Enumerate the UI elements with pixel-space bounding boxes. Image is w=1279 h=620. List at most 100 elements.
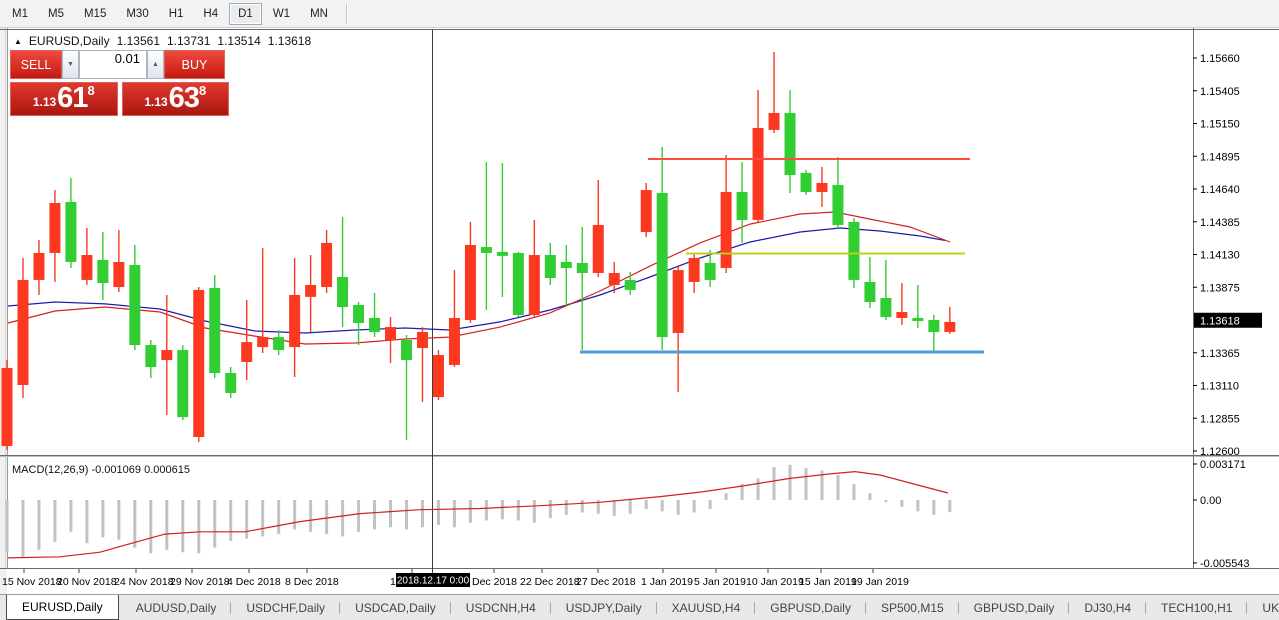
sell-button[interactable]: SELL — [10, 50, 62, 79]
candle-body — [177, 350, 189, 418]
symbol-tab-gbpusd-daily[interactable]: GBPUSD,Daily — [959, 595, 1070, 620]
macd-histogram-bar — [165, 500, 169, 550]
candle-body — [528, 255, 540, 315]
timeframe-button-m1[interactable]: M1 — [12, 7, 28, 20]
macd-histogram-bar — [836, 475, 840, 500]
date-tick-label: 1 Jan 2019 — [641, 576, 693, 588]
date-tick-label: 22 Dec 2018 — [520, 576, 580, 588]
candle-body — [193, 289, 205, 438]
timeframe-button-m30[interactable]: M30 — [126, 7, 149, 20]
symbol-tab-sp500-m15[interactable]: SP500,M15 — [866, 595, 959, 620]
timeframe-button-m15[interactable]: M15 — [83, 7, 107, 20]
macd-signal-line — [7, 470, 949, 559]
candle-body — [464, 244, 476, 320]
macd-histogram-bar — [37, 500, 41, 550]
candle-body — [592, 224, 604, 273]
date-tick-label: 15 Nov 2018 — [2, 576, 62, 588]
macd-indicator-label: MACD(12,26,9) -0.001069 0.000615 — [12, 464, 190, 476]
candle-body — [784, 112, 796, 176]
timeframe-button-h4[interactable]: H4 — [203, 7, 219, 20]
timeframe-button-d1[interactable]: D1 — [229, 2, 262, 25]
symbol-tab-ukoil-h1[interactable]: UKOil,H1 — [1247, 595, 1279, 620]
macd-histogram-bar — [548, 500, 552, 519]
candle-body — [672, 270, 684, 333]
price-tick-label: 1.14130 — [1200, 250, 1240, 262]
candle-body — [145, 345, 157, 368]
timeframe-button-w1[interactable]: W1 — [272, 7, 291, 20]
date-tick-label: 15 Jan 2019 — [799, 576, 857, 588]
date-tick-label: 19 Jan 2019 — [851, 576, 909, 588]
volume-increase-button[interactable]: ▲ — [147, 50, 164, 79]
candle-body — [257, 337, 269, 348]
candle-body — [81, 255, 93, 280]
candle-body — [880, 298, 892, 318]
symbol-tab-xauusd-h4[interactable]: XAUUSD,H4 — [657, 595, 756, 620]
candle-body — [129, 265, 141, 346]
date-tick-label: 24 Nov 2018 — [114, 576, 174, 588]
symbol-tab-usdchf-daily[interactable]: USDCHF,Daily — [231, 595, 340, 620]
macd-histogram-bar — [357, 500, 361, 532]
macd-histogram-bar — [405, 500, 408, 530]
price-tick-label: 1.12600 — [1200, 446, 1240, 458]
sell-price-box[interactable]: 1.13 61 8 — [10, 82, 118, 116]
candle-body — [33, 252, 45, 280]
macd-histogram-bar — [245, 500, 249, 539]
symbol-tab-audusd-daily[interactable]: AUDUSD,Daily — [121, 595, 232, 620]
macd-tick-label: 0.00 — [1200, 495, 1221, 507]
candle-body — [305, 284, 317, 297]
timeframe-button-m5[interactable]: M5 — [47, 7, 64, 20]
macd-histogram-bar — [756, 478, 760, 500]
macd-histogram-bar — [708, 500, 712, 510]
symbol-tab-usdjpy-daily[interactable]: USDJPY,Daily — [551, 595, 657, 620]
macd-histogram-bar — [101, 500, 105, 538]
symbol-tab-gbpusd-daily[interactable]: GBPUSD,Daily — [755, 595, 866, 620]
window-left-gutter — [0, 28, 7, 594]
price-tick-label: 1.15660 — [1200, 53, 1240, 65]
symbol-tab-dj30-h4[interactable]: DJ30,H4 — [1069, 595, 1146, 620]
price-tick-label: 1.12855 — [1200, 413, 1240, 425]
price-tick-label: 1.14640 — [1200, 184, 1240, 196]
ohlc-low: 1.13514 — [217, 34, 261, 48]
date-tick-label: 29 Nov 2018 — [170, 576, 230, 588]
macd-histogram-bar — [277, 500, 281, 535]
candle-body — [688, 257, 700, 282]
macd-histogram-bar — [596, 500, 600, 514]
buy-button[interactable]: BUY — [164, 50, 225, 79]
macd-histogram-bar — [660, 500, 664, 512]
macd-histogram-bar — [436, 500, 440, 525]
date-tick-label: 27 Dec 2018 — [576, 576, 636, 588]
macd-histogram-bar — [133, 500, 137, 548]
candle-body — [161, 350, 173, 361]
macd-histogram-bar — [149, 500, 153, 554]
macd-histogram-bar — [644, 500, 648, 510]
buy-price-pipette: 8 — [198, 83, 207, 98]
candle-body — [912, 317, 924, 322]
collapse-triangle-icon[interactable]: ▲ — [14, 36, 22, 46]
price-tick-label: 1.13365 — [1200, 348, 1240, 360]
symbol-tab-tech100-h1[interactable]: TECH100,H1 — [1146, 595, 1248, 620]
buy-price-big: 63 — [168, 82, 200, 114]
vline-date-text: 2018.12.17 0:00 — [397, 576, 470, 587]
macd-histogram-bar — [772, 467, 776, 500]
macd-histogram-bar — [197, 500, 201, 554]
symbol-tab-usdcnh-h4[interactable]: USDCNH,H4 — [451, 595, 551, 620]
macd-histogram-bar — [21, 500, 25, 557]
volume-decrease-button[interactable]: ▼ — [62, 50, 79, 79]
macd-histogram-bar — [181, 500, 185, 553]
timeframe-button-mn[interactable]: MN — [310, 7, 328, 20]
volume-input[interactable]: 0.01 — [79, 50, 147, 79]
macd-histogram-bar — [788, 464, 792, 500]
chart-window: 1.15660 1.15405 1.15150 1.14895 1.14640 1.143… — [0, 28, 1279, 594]
macd-histogram-bar — [325, 500, 329, 535]
candle-body — [416, 331, 428, 348]
vline-date-label — [396, 573, 470, 587]
candle-body — [928, 320, 940, 332]
buy-price-box[interactable]: 1.13 63 8 — [121, 82, 229, 116]
ohlc-open: 1.13561 — [116, 34, 160, 48]
macd-histogram-bar — [373, 500, 377, 530]
symbol-tab-usdcad-daily[interactable]: USDCAD,Daily — [340, 595, 451, 620]
symbol-tab-eurusd-daily[interactable]: EURUSD,Daily — [6, 595, 119, 620]
candle-body — [113, 261, 125, 287]
candle-body — [480, 247, 492, 253]
timeframe-button-h1[interactable]: H1 — [168, 7, 184, 20]
